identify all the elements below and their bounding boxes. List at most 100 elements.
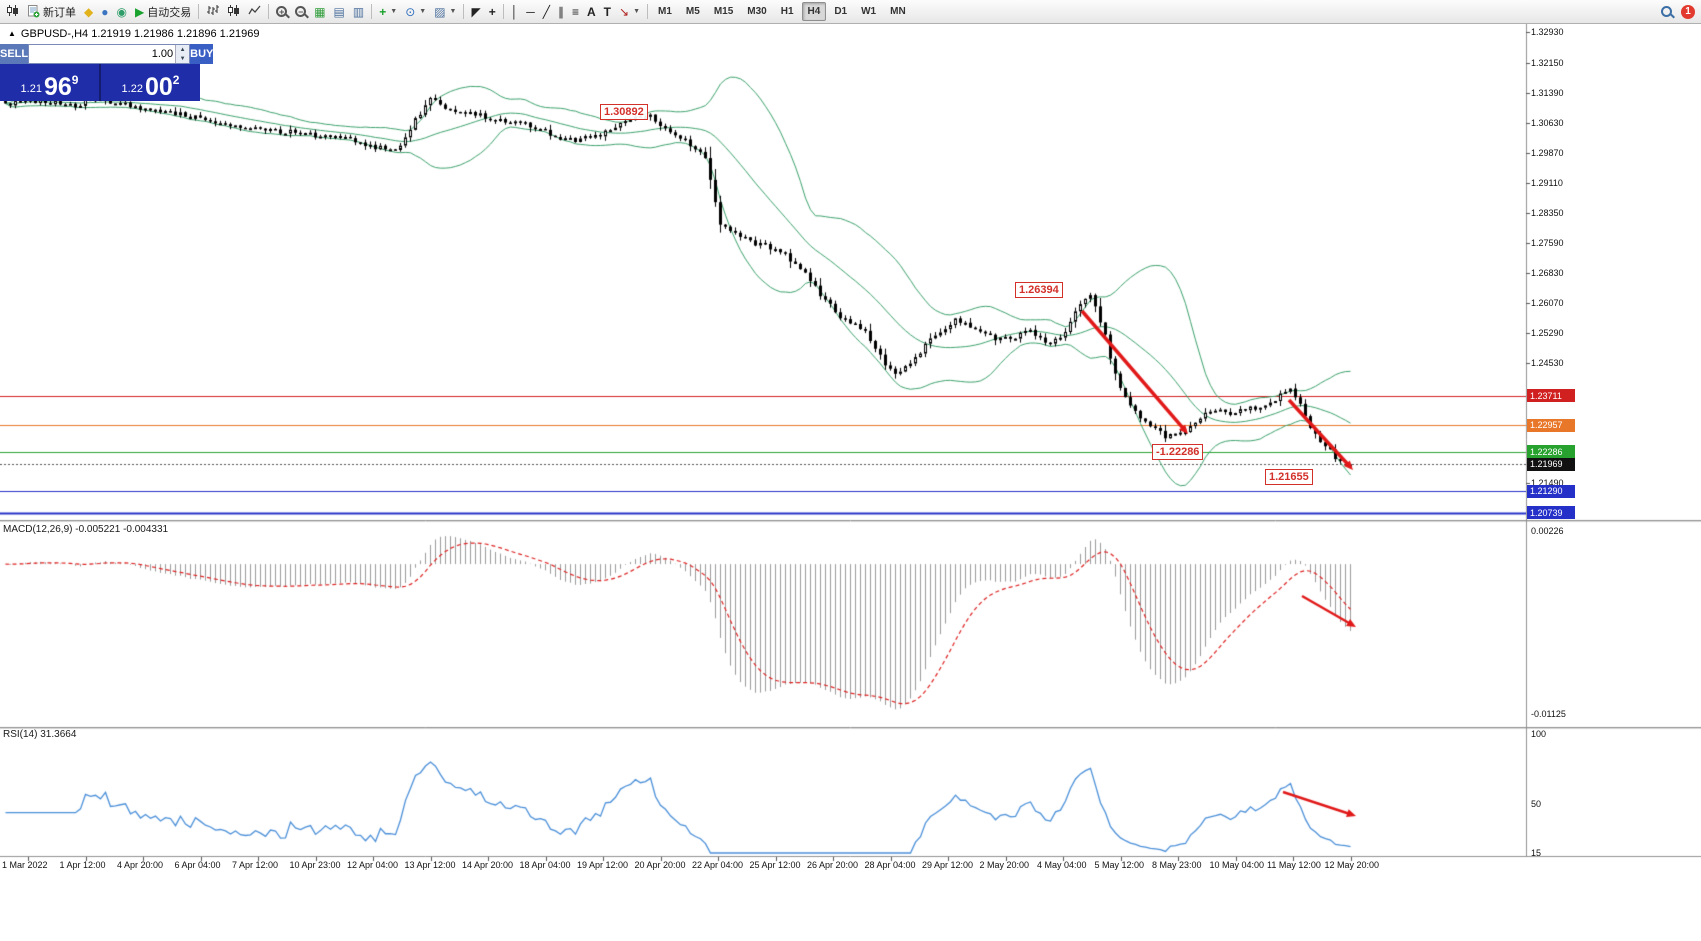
candlestick-chart-button[interactable] <box>223 2 244 22</box>
text-icon: A <box>586 4 596 19</box>
equidistant-channel-icon: ∥ <box>557 4 564 19</box>
timeframe-m15-button[interactable]: M15 <box>713 6 734 17</box>
price-axis-tick: 1.28350 <box>1531 207 1564 218</box>
fibonacci-button[interactable]: ≡ <box>568 2 583 22</box>
time-axis-label[interactable]: 1 Apr 12:00 <box>59 860 106 870</box>
volume-down-button[interactable]: ▼ <box>179 55 186 62</box>
time-axis-label[interactable]: 5 May 12:00 <box>1094 860 1145 870</box>
scripts-button[interactable]: ◉ <box>112 2 130 22</box>
macd-scale-min: -0.01125 <box>1531 709 1566 719</box>
time-axis-label[interactable]: 10 May 04:00 <box>1209 860 1265 870</box>
timeframe-mn-button[interactable]: MN <box>890 6 906 17</box>
one-click-collapse-icon[interactable]: ▲ <box>8 29 16 38</box>
price-axis-tick: 1.21490 <box>1531 478 1564 489</box>
vertical-line-button[interactable]: │ <box>507 2 523 22</box>
quote-panel: 1.21 96 9 1.22 00 2 <box>0 64 200 101</box>
trendline-button[interactable]: ╱ <box>539 2 554 22</box>
auto-arrange-icon: ▤ <box>333 4 345 19</box>
time-axis-label[interactable]: 4 Apr 20:00 <box>117 860 164 870</box>
price-tag-1.21290: 1.21290 <box>1527 484 1575 498</box>
search-icon[interactable] <box>1661 6 1672 17</box>
line-chart-button[interactable] <box>244 2 265 22</box>
periods-button[interactable]: ⊙ ▼ <box>401 2 430 22</box>
time-axis-label[interactable]: 6 Apr 04:00 <box>174 860 221 870</box>
bar-chart-button[interactable] <box>202 2 223 22</box>
market-watch-button[interactable]: ● <box>97 2 112 22</box>
text-button[interactable]: A <box>583 2 600 22</box>
metaeditor-button[interactable]: ◆ <box>80 2 97 22</box>
time-axis-label[interactable]: 4 May 04:00 <box>1037 860 1087 870</box>
ask-price-prefix: 1.22 <box>121 83 143 95</box>
time-axis-label[interactable]: 20 Apr 20:00 <box>634 860 686 870</box>
time-axis-label[interactable]: 19 Apr 12:00 <box>577 860 629 870</box>
indicators-button[interactable]: + ▼ <box>375 2 401 22</box>
horizontal-line-button[interactable]: ─ <box>522 2 539 22</box>
timeframe-m1-button[interactable]: M1 <box>658 6 672 17</box>
annotation-126394[interactable]: 1.26394 <box>1015 281 1063 298</box>
ask-price[interactable]: 1.22 00 2 <box>101 64 200 101</box>
time-axis-label[interactable]: 18 Apr 04:00 <box>519 860 571 870</box>
time-axis-label[interactable]: 14 Apr 20:00 <box>462 860 514 870</box>
bar-chart-icon <box>206 4 220 19</box>
timeframe-d1-button[interactable]: D1 <box>834 6 848 17</box>
annotation-121655[interactable]: 1.21655 <box>1265 468 1313 485</box>
zoom-out-button[interactable]: − <box>291 2 310 22</box>
time-axis-label[interactable]: 11 May 12:00 <box>1267 860 1321 870</box>
zoom-out-icon: − <box>295 6 307 17</box>
price-axis-tick: 1.25290 <box>1531 328 1564 339</box>
volume-input[interactable] <box>29 45 176 63</box>
time-axis-label[interactable]: 7 Apr 12:00 <box>232 860 279 870</box>
price-axis-tick: 1.29110 <box>1531 177 1563 188</box>
annotation-122286[interactable]: -1.22286 <box>1152 443 1204 460</box>
bid-price-prefix: 1.21 <box>20 83 42 95</box>
timeframe-w1-button[interactable]: W1 <box>861 6 877 17</box>
price-axis-tick: 1.31390 <box>1531 87 1564 98</box>
sell-button[interactable]: SELL <box>0 44 29 64</box>
bid-price[interactable]: 1.21 96 9 <box>0 64 99 101</box>
time-axis-label[interactable]: 12 May 20:00 <box>1324 860 1380 870</box>
price-tag-1.23711: 1.23711 <box>1527 389 1575 403</box>
annotation-130892[interactable]: 1.30892 <box>600 104 648 121</box>
time-axis-label[interactable]: 2 May 20:00 <box>979 860 1030 870</box>
tile-windows-icon: ▦ <box>314 4 326 19</box>
timeframe-h4-button[interactable]: H4 <box>801 2 827 21</box>
new-chart-button[interactable] <box>2 2 23 22</box>
chart-title-text: GBPUSD-,H4 1.21919 1.21986 1.21896 1.219… <box>20 28 260 40</box>
equidistant-channel-button[interactable]: ∥ <box>554 2 568 22</box>
chart-shift-button[interactable]: ▥ <box>349 2 368 22</box>
ask-price-big: 00 <box>144 72 173 101</box>
templates-button[interactable]: ▨ ▼ <box>430 2 460 22</box>
timeframe-h1-button[interactable]: H1 <box>780 6 794 17</box>
time-axis-label[interactable]: 28 Apr 04:00 <box>864 860 916 870</box>
tile-windows-button[interactable]: ▦ <box>310 2 329 22</box>
auto-arrange-button[interactable]: ▤ <box>330 2 349 22</box>
text-label-button[interactable]: T <box>600 2 615 22</box>
time-axis-label[interactable]: 29 Apr 12:00 <box>922 860 974 870</box>
time-axis-label[interactable]: 22 Apr 04:00 <box>692 860 744 870</box>
time-axis-label[interactable]: 8 May 23:00 <box>1152 860 1202 870</box>
cursor-button[interactable]: ◤ <box>467 2 484 22</box>
auto-trading-button[interactable]: ▶ 自动交易 <box>131 2 195 22</box>
time-axis-label[interactable]: 25 Apr 12:00 <box>749 860 801 870</box>
indicators-caret-icon: ▼ <box>390 8 398 15</box>
time-axis-label[interactable]: 1 Mar 2022 <box>2 860 48 870</box>
new-order-button[interactable]: 新订单 <box>23 2 80 22</box>
chart-shift-icon: ▥ <box>352 4 365 19</box>
buy-button[interactable]: BUY <box>190 44 214 64</box>
periods-caret-icon: ▼ <box>419 8 427 15</box>
crosshair-button[interactable]: + <box>485 2 500 22</box>
time-axis-label[interactable]: 12 Apr 04:00 <box>347 860 399 870</box>
time-axis-label[interactable]: 10 Apr 23:00 <box>289 860 341 870</box>
arrows-tool-button[interactable]: ↘ ▼ <box>615 2 644 22</box>
price-tag-1.22286: 1.22286 <box>1527 445 1575 459</box>
price-axis-tick: 1.26830 <box>1531 267 1564 278</box>
time-axis-label[interactable]: 13 Apr 12:00 <box>404 860 456 870</box>
timeframe-m30-button[interactable]: M30 <box>747 6 767 17</box>
zoom-in-button[interactable]: + <box>272 2 291 22</box>
volume-up-button[interactable]: ▲ <box>179 46 186 53</box>
time-axis-label[interactable]: 26 Apr 20:00 <box>807 860 859 870</box>
timeframe-m5-button[interactable]: M5 <box>685 6 700 17</box>
notification-badge[interactable]: 1 <box>1681 4 1695 19</box>
